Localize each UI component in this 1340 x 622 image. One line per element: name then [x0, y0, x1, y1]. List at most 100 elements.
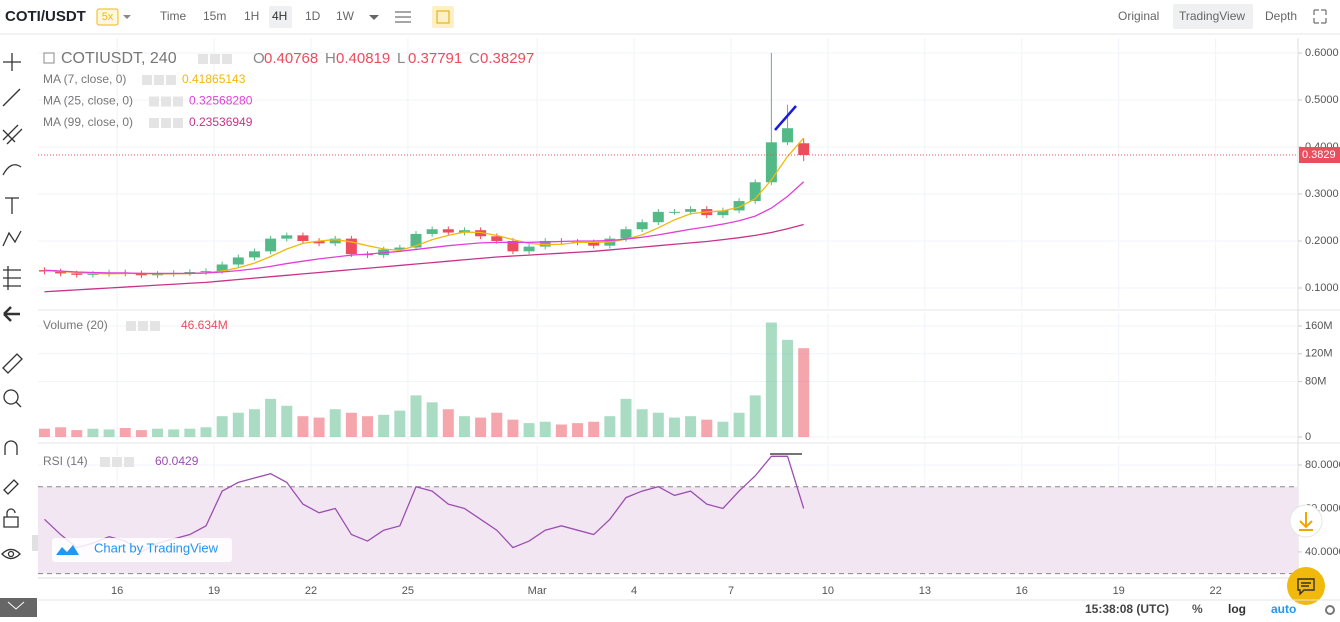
ohlc-value: 0.40819: [336, 50, 390, 67]
interval[interactable]: Time: [160, 9, 187, 23]
legend-icon[interactable]: [166, 75, 176, 85]
legend-icon[interactable]: [173, 96, 183, 107]
candle-body: [135, 273, 147, 276]
scale-option[interactable]: %: [1192, 602, 1203, 616]
indicator-icon: [436, 10, 450, 24]
interval[interactable]: 1D: [305, 9, 321, 23]
ma-value: 0.32568280: [189, 94, 253, 108]
volume-bar: [184, 428, 196, 438]
candle-body: [668, 211, 680, 213]
y-tick-label: 0.3000: [1305, 188, 1339, 200]
indicator-button[interactable]: [432, 6, 454, 28]
interval[interactable]: 1W: [336, 9, 355, 23]
scale-option[interactable]: auto: [1271, 602, 1296, 616]
volume-bar: [491, 412, 503, 438]
y-tick-label: 160M: [1305, 320, 1333, 332]
ma-value: 0.23536949: [189, 115, 253, 129]
side-handle[interactable]: [32, 535, 38, 551]
legend-icon[interactable]: [124, 457, 134, 467]
legend-icon[interactable]: [198, 54, 208, 64]
legend-icon[interactable]: [154, 75, 164, 85]
volume-bar: [717, 421, 729, 438]
drawing-tools[interactable]: [1, 53, 23, 560]
legend-icon[interactable]: [112, 457, 122, 467]
ma-name: MA (25, close, 0): [43, 94, 133, 108]
ohlc-key: H: [325, 50, 336, 67]
trend-line[interactable]: [774, 105, 797, 131]
interval[interactable]: 4H: [272, 9, 287, 23]
settings-gear[interactable]: [1325, 605, 1335, 615]
legend-icon[interactable]: [161, 96, 171, 107]
volume-bar: [200, 427, 212, 438]
legend-icon[interactable]: [138, 321, 148, 331]
volume-bar: [329, 409, 341, 438]
legend-icon[interactable]: [126, 321, 136, 331]
candle-body: [184, 272, 196, 274]
volume-bar: [798, 348, 810, 438]
volume-bar: [636, 409, 648, 438]
y-tick-label: 0: [1305, 431, 1311, 443]
legend-icon[interactable]: [100, 457, 110, 467]
legend-icon[interactable]: [149, 118, 159, 128]
pair[interactable]: COTI/USDT: [5, 8, 86, 25]
rsi-band: [38, 486, 1298, 574]
candle-body: [458, 230, 470, 233]
volume-bar: [135, 430, 147, 438]
x-tick-label: 19: [208, 585, 220, 597]
ohlc-key: L: [397, 50, 405, 67]
legend-icon[interactable]: [210, 54, 220, 64]
legend-icon[interactable]: [142, 75, 152, 85]
credit-box[interactable]: [52, 538, 232, 562]
volume-bar: [668, 417, 680, 438]
ohlc-value: 0.40768: [264, 50, 318, 67]
volume-bar: [103, 429, 115, 438]
y-tick-label: 0.2000: [1305, 235, 1339, 247]
candle-body: [426, 229, 438, 234]
x-tick-label: 19: [1113, 585, 1125, 597]
x-tick-label: 22: [305, 585, 317, 597]
volume-bar: [782, 339, 794, 438]
scale-option[interactable]: log: [1228, 602, 1246, 616]
legend-icon[interactable]: [173, 118, 183, 128]
volume-bar: [394, 410, 406, 438]
moving-average: [44, 223, 804, 293]
volume-bar: [87, 428, 99, 438]
candle-body: [152, 273, 164, 276]
ohlc-key: C: [469, 50, 480, 67]
more-intervals[interactable]: [369, 15, 379, 20]
moving-average: [44, 181, 805, 275]
candle-body: [620, 229, 632, 239]
credit[interactable]: Chart by TradingView: [94, 540, 219, 555]
x-tick-label: 7: [728, 585, 734, 597]
legend-icon[interactable]: [149, 96, 159, 107]
legend-icon[interactable]: [161, 118, 171, 128]
volume-bar: [475, 417, 487, 438]
volume-bar: [749, 395, 761, 438]
volume-bar: [442, 409, 454, 438]
x-tick-label: 16: [1016, 585, 1028, 597]
volume-bar: [71, 430, 83, 438]
collapse-tab[interactable]: [0, 598, 37, 617]
view-tab[interactable]: Original: [1118, 9, 1159, 23]
candle-body: [313, 240, 325, 244]
candle-body: [232, 257, 244, 265]
settings-icon[interactable]: [395, 11, 411, 23]
fullscreen-icon[interactable]: [1313, 9, 1327, 24]
collapse-icon: [7, 601, 25, 610]
volume-bar: [426, 402, 438, 438]
legend-icon[interactable]: [222, 54, 232, 64]
view-tab[interactable]: Depth: [1265, 9, 1297, 23]
collapse-legend[interactable]: [43, 52, 55, 64]
legend-icon[interactable]: [150, 321, 160, 331]
dropdown-arrow[interactable]: [123, 15, 131, 19]
interval[interactable]: 15m: [203, 9, 226, 23]
x-tick-label: 10: [822, 585, 834, 597]
candle-body: [200, 271, 212, 273]
x-tick-label: 4: [631, 585, 637, 597]
candle-body: [588, 242, 600, 246]
view-tab[interactable]: TradingView: [1179, 9, 1245, 23]
interval[interactable]: 1H: [244, 9, 259, 23]
candle-body: [717, 210, 729, 216]
leverage-badge[interactable]: [96, 8, 119, 26]
candle-body: [410, 233, 422, 248]
